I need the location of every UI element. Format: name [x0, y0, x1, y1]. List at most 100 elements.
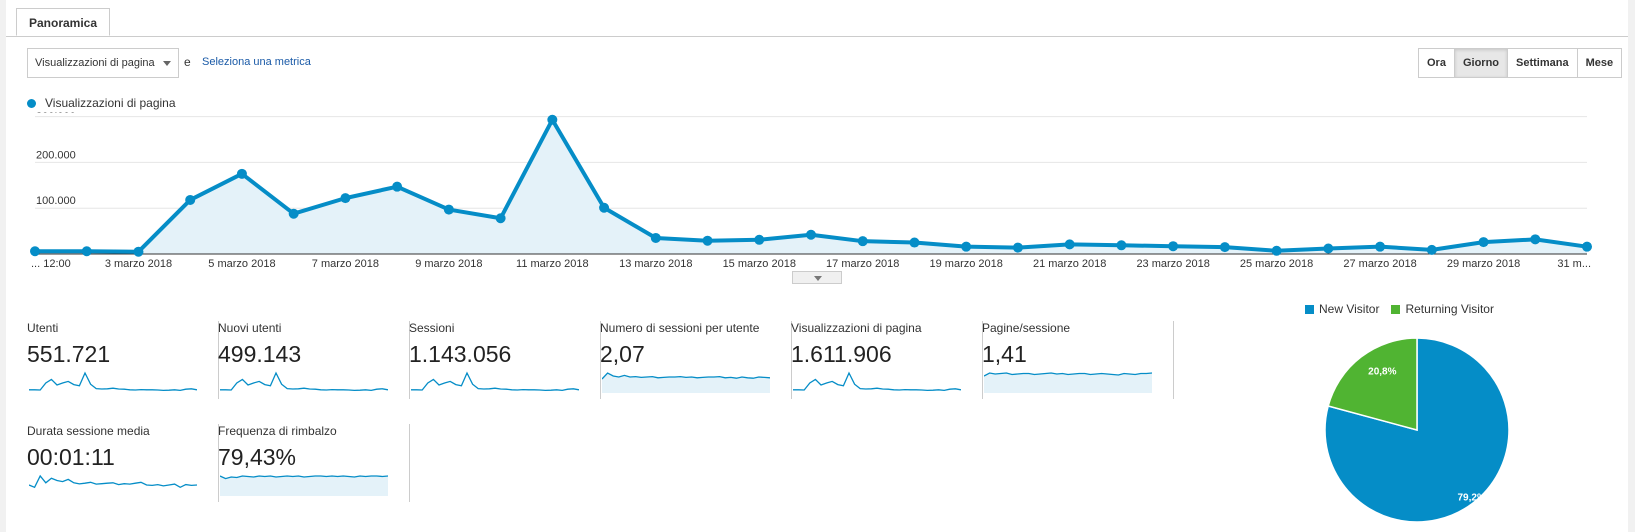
chevron-down-icon — [163, 61, 171, 66]
metric-value: 499.143 — [218, 341, 302, 367]
metric-card[interactable]: Sessioni 1.143.056 — [409, 321, 601, 399]
data-point[interactable] — [857, 236, 868, 247]
metric-card[interactable]: Numero di sessioni per utente 2,07 — [600, 321, 792, 399]
data-point[interactable] — [340, 193, 351, 204]
x-tick-label: 13 marzo 2018 — [619, 258, 692, 270]
x-tick-label: 31 m... — [1557, 258, 1591, 270]
pie-legend-new-label: New Visitor — [1319, 302, 1380, 316]
data-point[interactable] — [806, 229, 816, 240]
metric-sparkline — [411, 371, 579, 392]
data-point[interactable] — [1116, 240, 1127, 251]
sparkline-line — [29, 371, 197, 392]
metric-value: 1,41 — [982, 341, 1027, 367]
x-tick-label: 5 marzo 2018 — [208, 258, 275, 270]
metric-value: 551.721 — [27, 341, 111, 367]
x-tick-label: 7 marzo 2018 — [312, 258, 379, 270]
metric-sparkline — [793, 371, 961, 392]
metric-card[interactable]: Visualizzazioni di pagina 1.611.906 — [791, 321, 983, 399]
metric-card[interactable]: Durata sessione media 00:01:11 — [27, 424, 219, 502]
data-point[interactable] — [754, 234, 765, 245]
visitor-pie-chart: 79,2% 20,8% — [1324, 337, 1510, 523]
pie-legend-new: New Visitor — [1305, 302, 1379, 316]
x-tick-label: 25 marzo 2018 — [1240, 258, 1313, 270]
period-week-button[interactable]: Settimana — [1507, 49, 1577, 77]
metric-label: Pagine/sessione — [982, 321, 1071, 335]
data-point[interactable] — [1012, 242, 1023, 253]
data-point[interactable] — [495, 213, 506, 224]
legend-dot-icon — [27, 98, 36, 108]
data-point[interactable] — [1064, 239, 1075, 250]
data-point[interactable] — [236, 168, 247, 179]
data-point[interactable] — [1426, 244, 1437, 255]
sparkline-line — [793, 371, 961, 392]
metric-card[interactable]: Frequenza di rimbalzo 79,43% — [218, 424, 410, 502]
data-point[interactable] — [1530, 234, 1541, 245]
y-tick-label: 100.000 — [36, 195, 76, 207]
period-hour-button[interactable]: Ora — [1419, 49, 1454, 77]
data-point[interactable] — [1478, 237, 1489, 248]
x-tick-label: 9 marzo 2018 — [415, 258, 482, 270]
tab-overview[interactable]: Panoramica — [16, 8, 111, 36]
x-tick-label: 15 marzo 2018 — [723, 258, 796, 270]
select-metric-link[interactable]: Seleziona una metrica — [202, 56, 311, 68]
metric-label: Sessioni — [409, 321, 455, 335]
metric-label: Visualizzazioni di pagina — [791, 321, 922, 335]
metric-sparkline — [984, 372, 1152, 393]
metric-label: Utenti — [27, 321, 59, 335]
x-tick-label: 3 marzo 2018 — [105, 258, 172, 270]
data-point[interactable] — [185, 194, 196, 205]
pageviews-chart: 100.000 200.000 300.000 ... 12:00 3 marzo 20… — [30, 112, 1592, 270]
metric-sparkline — [602, 372, 770, 393]
data-point[interactable] — [1375, 241, 1386, 252]
sparkline-line — [602, 372, 770, 380]
data-point[interactable] — [288, 208, 299, 219]
x-tick-label: 29 marzo 2018 — [1447, 258, 1520, 270]
data-point[interactable] — [133, 246, 144, 257]
data-point[interactable] — [1323, 243, 1334, 254]
period-month-button[interactable]: Mese — [1576, 49, 1622, 77]
metric-label: Numero di sessioni per utente — [600, 321, 760, 335]
metric-value: 79,43% — [218, 444, 297, 470]
metric-label: Frequenza di rimbalzo — [218, 424, 337, 438]
pie-legend-returning-label: Returning Visitor — [1405, 302, 1494, 316]
data-point[interactable] — [392, 181, 403, 192]
data-point[interactable] — [599, 202, 610, 213]
legend-square-icon — [1305, 304, 1314, 314]
data-point[interactable] — [1219, 242, 1230, 253]
data-point[interactable] — [443, 204, 454, 215]
period-day-button[interactable]: Giorno — [1453, 49, 1508, 77]
metric-select[interactable]: Visualizzazioni di pagina — [27, 48, 179, 78]
metric-select-label: Visualizzazioni di pagina — [35, 57, 155, 69]
series-area — [35, 119, 1587, 254]
pie-slice[interactable] — [1327, 337, 1418, 431]
data-point[interactable] — [547, 114, 558, 125]
data-point[interactable] — [650, 232, 661, 243]
metric-value: 00:01:11 — [27, 444, 115, 470]
data-point[interactable] — [1582, 241, 1592, 252]
metric-card[interactable]: Nuovi utenti 499.143 — [218, 321, 410, 399]
data-point[interactable] — [81, 246, 92, 257]
metric-sparkline — [220, 371, 388, 392]
sparkline-line — [220, 475, 388, 480]
chart-collapse-handle[interactable] — [792, 271, 842, 284]
sparkline-line — [29, 474, 197, 489]
data-point[interactable] — [30, 246, 40, 257]
data-point[interactable] — [909, 237, 920, 248]
metric-card[interactable]: Pagine/sessione 1,41 — [982, 321, 1174, 399]
pie-legend: New Visitor Returning Visitor — [1305, 302, 1506, 316]
sparkline-line — [220, 371, 388, 392]
pie-slice[interactable] — [1324, 337, 1510, 523]
sparkline-line — [411, 371, 579, 392]
sparkline-area — [220, 476, 388, 496]
metric-sparkline — [29, 474, 197, 489]
y-tick-label: 300.000 — [36, 112, 76, 116]
metric-card[interactable]: Utenti 551.721 — [27, 321, 219, 399]
metric-value: 2,07 — [600, 341, 645, 367]
metric-label: Nuovi utenti — [218, 321, 282, 335]
legend-square-icon — [1391, 304, 1401, 314]
data-point[interactable] — [1168, 241, 1179, 252]
data-point[interactable] — [702, 235, 713, 246]
legend-label: Visualizzazioni di pagina — [45, 96, 176, 110]
data-point[interactable] — [1271, 245, 1282, 256]
data-point[interactable] — [961, 241, 972, 252]
